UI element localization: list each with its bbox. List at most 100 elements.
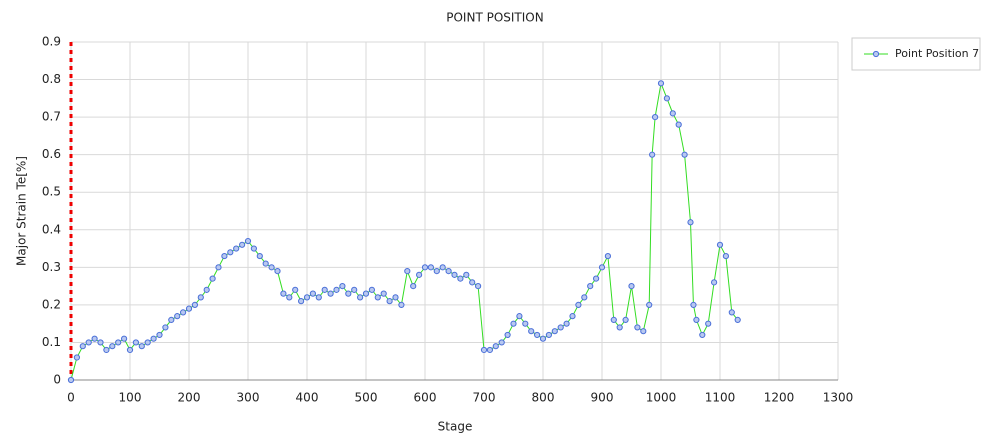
y-tick-label: 0.5 xyxy=(42,185,61,199)
data-point xyxy=(486,346,493,354)
data-point xyxy=(345,290,352,297)
data-point xyxy=(539,335,547,342)
data-point xyxy=(492,343,499,350)
x-tick-label: 0 xyxy=(67,391,75,405)
data-point xyxy=(646,301,653,308)
data-point xyxy=(587,283,594,290)
data-point xyxy=(557,324,564,331)
data-point xyxy=(79,343,86,350)
y-tick-label: 0.2 xyxy=(42,297,61,311)
data-point xyxy=(504,331,511,339)
data-point xyxy=(392,294,399,301)
data-point xyxy=(445,267,452,275)
data-point xyxy=(144,339,151,346)
data-point xyxy=(250,245,257,252)
data-point xyxy=(262,260,269,267)
data-point xyxy=(268,264,275,271)
data-point xyxy=(498,339,505,346)
data-point xyxy=(722,252,730,260)
data-point xyxy=(410,283,417,290)
data-point xyxy=(534,331,541,339)
data-point xyxy=(716,241,724,248)
data-point xyxy=(327,290,334,297)
data-point xyxy=(404,267,411,275)
data-point xyxy=(516,313,523,320)
x-tick-label: 100 xyxy=(119,391,142,405)
data-point xyxy=(380,290,387,297)
data-point xyxy=(386,298,393,305)
data-point xyxy=(681,151,688,158)
y-axis-title: Major Strain Te[%] xyxy=(15,156,29,266)
data-point xyxy=(132,339,139,346)
y-tick-label: 0 xyxy=(53,373,61,387)
data-point xyxy=(657,80,665,87)
data-point xyxy=(286,294,293,301)
data-point xyxy=(510,320,517,327)
y-tick-label: 0.6 xyxy=(42,147,61,161)
data-point xyxy=(575,301,582,308)
data-point xyxy=(669,110,676,117)
y-tick-label: 0.3 xyxy=(42,260,61,274)
data-point xyxy=(138,343,145,350)
data-point xyxy=(421,264,429,271)
data-point xyxy=(126,346,134,354)
data-point xyxy=(690,301,697,308)
data-point xyxy=(180,309,187,316)
x-tick-label: 600 xyxy=(414,391,437,405)
data-point xyxy=(598,264,606,271)
x-tick-label: 1100 xyxy=(705,391,736,405)
data-point xyxy=(398,301,405,308)
data-point xyxy=(298,298,305,305)
x-axis-title: Stage xyxy=(438,420,473,434)
x-tick-label: 300 xyxy=(237,391,260,405)
y-tick-label: 0.7 xyxy=(42,110,61,124)
data-point xyxy=(209,275,216,282)
data-point xyxy=(451,271,458,278)
x-tick-label: 900 xyxy=(591,391,614,405)
data-point xyxy=(480,346,488,354)
data-point xyxy=(227,249,234,256)
data-point xyxy=(156,331,163,339)
data-point xyxy=(593,275,600,282)
data-point xyxy=(699,331,706,339)
data-point xyxy=(197,294,204,301)
data-point xyxy=(85,339,92,346)
data-point xyxy=(150,335,157,342)
x-tick-label: 1000 xyxy=(646,391,677,405)
data-point xyxy=(121,335,128,342)
data-point xyxy=(439,264,446,271)
data-point xyxy=(303,294,311,301)
chart-title: POINT POSITION xyxy=(446,11,543,25)
data-point xyxy=(292,286,299,293)
x-tick-label: 400 xyxy=(296,391,319,405)
data-point xyxy=(652,114,659,121)
data-point xyxy=(168,316,175,324)
data-point xyxy=(675,121,682,128)
data-point xyxy=(357,294,364,301)
data-point xyxy=(91,335,98,342)
data-point xyxy=(115,339,122,346)
data-point xyxy=(711,279,718,286)
data-point xyxy=(233,245,240,252)
y-tick-label: 0.8 xyxy=(42,72,61,86)
x-tick-label: 500 xyxy=(355,391,378,405)
data-point xyxy=(333,286,340,293)
data-point xyxy=(640,328,647,335)
data-point xyxy=(191,301,198,308)
data-point xyxy=(469,279,476,286)
data-point xyxy=(309,290,316,297)
data-point xyxy=(649,151,656,158)
data-point xyxy=(374,294,381,301)
data-point xyxy=(551,328,558,335)
data-point xyxy=(616,324,623,331)
data-point xyxy=(687,219,694,226)
data-point xyxy=(103,346,110,354)
data-point xyxy=(362,290,370,297)
data-point xyxy=(221,252,228,260)
data-point xyxy=(174,313,181,320)
data-point xyxy=(321,286,328,293)
data-point xyxy=(67,376,75,384)
data-point xyxy=(274,267,281,275)
data-point xyxy=(663,95,671,102)
